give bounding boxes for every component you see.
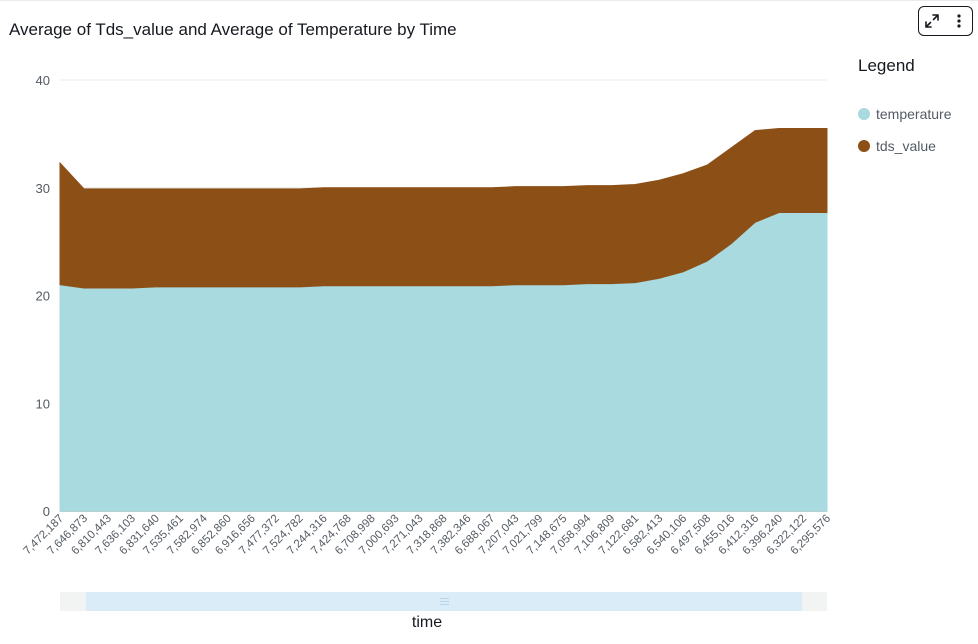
legend-item-tds-value[interactable]: tds_value <box>858 130 976 162</box>
legend-label: tds_value <box>876 138 936 154</box>
x-axis-label: time <box>411 614 443 631</box>
legend: Legend temperature tds_value <box>858 56 976 162</box>
x-axis-ticks: 7,472,1877,646,8736,810,4437,636,1036,83… <box>21 512 833 557</box>
expand-icon[interactable] <box>921 10 943 32</box>
y-tick-label: 20 <box>36 289 50 304</box>
legend-swatch-tds-value <box>858 140 870 152</box>
area-series <box>59 127 828 512</box>
area-tds-value[interactable] <box>59 127 828 289</box>
y-tick-label: 30 <box>36 181 50 196</box>
more-vertical-icon[interactable] <box>948 10 970 32</box>
visual-actions <box>918 6 973 36</box>
legend-title: Legend <box>858 56 915 75</box>
legend-item-temperature[interactable]: temperature <box>858 98 976 130</box>
y-tick-label: 10 <box>36 396 50 411</box>
scrollbar-grip-icon <box>440 598 449 605</box>
y-tick-label: 0 <box>43 504 50 519</box>
legend-label: temperature <box>876 106 952 122</box>
y-axis-ticks: 0 10 20 30 40 <box>36 73 50 519</box>
y-tick-label: 40 <box>36 73 50 88</box>
chart-title: Average of Tds_value and Average of Temp… <box>9 20 457 39</box>
visual-top-border <box>0 0 978 1</box>
legend-swatch-temperature <box>858 108 870 120</box>
